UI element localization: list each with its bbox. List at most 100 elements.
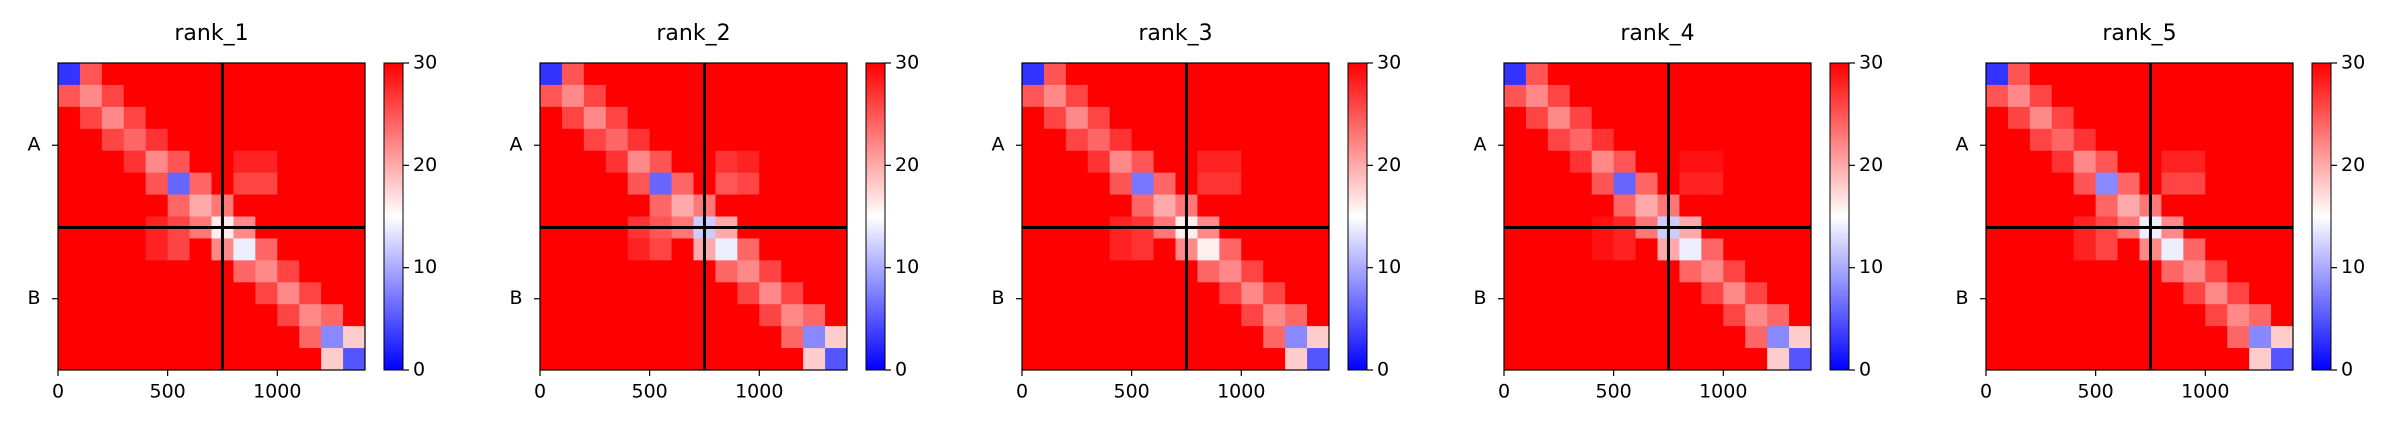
heatmap-cell bbox=[2029, 150, 2053, 174]
heatmap-cell bbox=[1109, 172, 1133, 196]
heatmap-cell bbox=[2249, 238, 2272, 261]
heatmap-cell bbox=[2051, 282, 2075, 305]
heatmap-cell bbox=[1723, 150, 1746, 174]
heatmap-cell bbox=[2007, 238, 2031, 261]
heatmap-cell bbox=[167, 238, 191, 261]
heatmap-cell bbox=[671, 260, 694, 283]
heatmap-cell bbox=[2271, 194, 2294, 217]
heatmap-cell bbox=[1285, 304, 1308, 327]
heatmap-cell bbox=[1022, 238, 1045, 261]
heatmap-cell bbox=[1043, 63, 1067, 86]
heatmap-cell bbox=[1986, 326, 2009, 349]
heatmap-cell bbox=[540, 172, 563, 196]
heatmap-cell bbox=[58, 260, 81, 283]
heatmap-cell bbox=[2227, 326, 2250, 349]
heatmap-cell bbox=[737, 282, 760, 305]
heatmap-cell bbox=[649, 260, 673, 283]
heatmap-cell bbox=[605, 260, 629, 283]
heatmap-cell bbox=[1087, 238, 1111, 261]
heatmap-cell bbox=[189, 260, 212, 283]
heatmap-cell bbox=[1219, 106, 1242, 130]
heatmap-cell bbox=[583, 304, 607, 327]
heatmap-cell bbox=[759, 282, 782, 305]
heatmap-cell bbox=[1679, 304, 1702, 327]
heatmap-cell bbox=[2227, 84, 2250, 108]
heatmap-cell bbox=[2117, 150, 2140, 174]
heatmap-cell bbox=[2117, 238, 2140, 261]
heatmap-cell bbox=[715, 282, 738, 305]
heatmap-cell bbox=[101, 348, 125, 371]
heatmap-cell bbox=[2227, 172, 2250, 196]
colorbar bbox=[1829, 62, 1850, 371]
heatmap-cell bbox=[255, 326, 278, 349]
heatmap-cell bbox=[1789, 282, 1812, 305]
heatmap-cell bbox=[1197, 194, 1220, 217]
heatmap-cell bbox=[649, 194, 673, 217]
heatmap-cell bbox=[1635, 194, 1658, 217]
heatmap-cell bbox=[1679, 260, 1702, 283]
heatmap-cell bbox=[1701, 238, 1724, 261]
heatmap-cell bbox=[1022, 84, 1045, 108]
heatmap-cell bbox=[145, 63, 169, 86]
heatmap-cell bbox=[737, 260, 760, 283]
heatmap-cell bbox=[1701, 84, 1724, 108]
heatmap-cell bbox=[1723, 128, 1746, 152]
colorbar-tick-label: 10 bbox=[895, 256, 919, 278]
heatmap-cell bbox=[1547, 172, 1571, 196]
heatmap-cell bbox=[1745, 282, 1768, 305]
heatmap-cell bbox=[343, 172, 366, 196]
heatmap-cell bbox=[1635, 128, 1658, 152]
heatmap-cell bbox=[605, 282, 629, 305]
heatmap-cell bbox=[737, 348, 760, 371]
heatmap-cell bbox=[1613, 172, 1637, 196]
y-tick-label: A bbox=[992, 134, 1005, 156]
heatmap-cell bbox=[321, 84, 344, 108]
heatmap-cell bbox=[1241, 128, 1264, 152]
heatmap-cell bbox=[781, 282, 804, 305]
heatmap-cell bbox=[2073, 326, 2097, 349]
heatmap-cell bbox=[2271, 282, 2294, 305]
heatmap-cell bbox=[1043, 106, 1067, 130]
colorbar-tick-label: 10 bbox=[2341, 256, 2365, 278]
heatmap-cell bbox=[79, 172, 103, 196]
heatmap-cell bbox=[2161, 84, 2184, 108]
heatmap-cell bbox=[1986, 150, 2009, 174]
heatmap-cell bbox=[343, 282, 366, 305]
panel-title: rank_3 bbox=[1138, 21, 1212, 46]
heatmap-cell bbox=[1087, 194, 1111, 217]
x-tick-label: 500 bbox=[2078, 381, 2114, 403]
heatmap-cell bbox=[1767, 128, 1790, 152]
heatmap-cell bbox=[540, 84, 563, 108]
heatmap-cell bbox=[583, 260, 607, 283]
heatmap-cell bbox=[1613, 260, 1637, 283]
heatmap-cell bbox=[299, 84, 322, 108]
heatmap-cell bbox=[79, 260, 103, 283]
heatmap-cell bbox=[2029, 84, 2053, 108]
heatmap-cell bbox=[803, 194, 826, 217]
heatmap-cell bbox=[189, 84, 212, 108]
heatmap-cell bbox=[189, 106, 212, 130]
heatmap-cell bbox=[1504, 238, 1527, 261]
heatmap-cell bbox=[583, 172, 607, 196]
heatmap-cell bbox=[1986, 172, 2009, 196]
heatmap-cell bbox=[2271, 150, 2294, 174]
heatmap-cell bbox=[759, 238, 782, 261]
heatmap-cell bbox=[2095, 150, 2119, 174]
heatmap-cell bbox=[79, 238, 103, 261]
heatmap-cell bbox=[2271, 304, 2294, 327]
heatmap-cell bbox=[803, 304, 826, 327]
heatmap-cell bbox=[737, 326, 760, 349]
heatmap-cell bbox=[277, 326, 300, 349]
heatmap-cell bbox=[1986, 84, 2009, 108]
heatmap-cell bbox=[79, 348, 103, 371]
heatmap-cell bbox=[1789, 260, 1812, 283]
heatmap-cell bbox=[1043, 172, 1067, 196]
heatmap-cell bbox=[605, 84, 629, 108]
heatmap-cell bbox=[321, 326, 344, 349]
heatmap-cell bbox=[343, 128, 366, 152]
heatmap-cell bbox=[2073, 106, 2097, 130]
heatmap-cell bbox=[2095, 348, 2119, 371]
heatmap-cell bbox=[1219, 128, 1242, 152]
heatmap-cell bbox=[2029, 282, 2053, 305]
heatmap-cell bbox=[2029, 260, 2053, 283]
